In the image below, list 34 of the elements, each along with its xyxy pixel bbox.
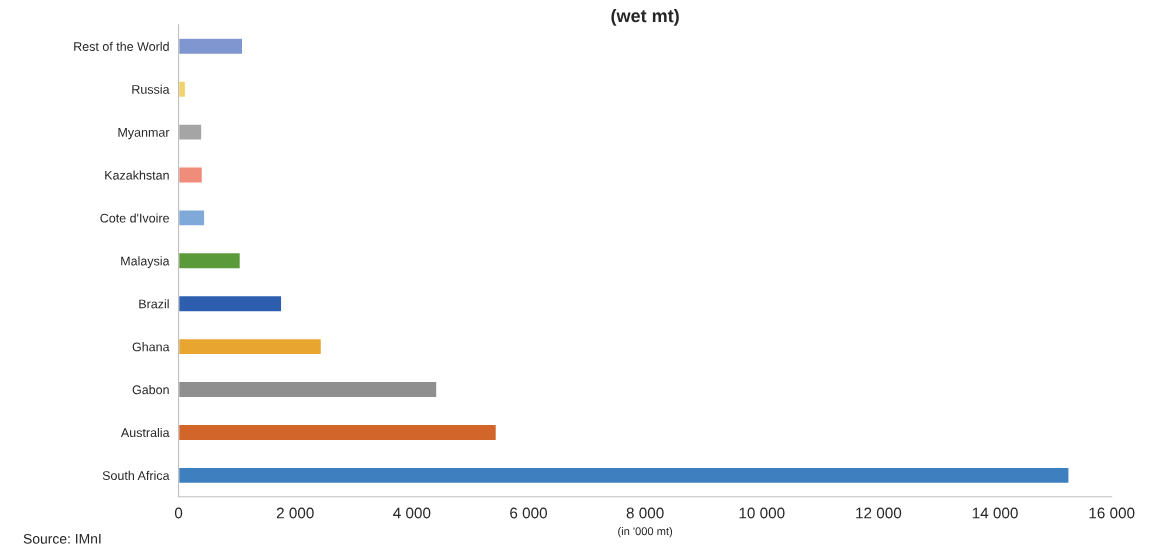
bar (178, 166, 204, 184)
bar (178, 466, 1070, 485)
y-tick-label: Rest of the World (74, 41, 169, 51)
y-tick-label: Kazakhstan (105, 170, 169, 180)
bar (178, 423, 498, 442)
y-tick-label: Gabon (132, 385, 169, 395)
bar (178, 380, 438, 399)
x-axis-title: (in '000 mt) (618, 527, 673, 538)
x-tick-label: 0 (174, 507, 183, 519)
chart-title: (wet mt) (611, 8, 679, 26)
x-tick-label: 8 000 (626, 507, 664, 519)
x-tick-label: 16 000 (1089, 507, 1135, 519)
y-tick-label: Cote d'Ivoire (100, 213, 169, 223)
x-tick-label: 10 000 (739, 507, 785, 519)
source-note: Source: IMnI (23, 533, 101, 544)
x-tick-label: 2 000 (276, 507, 314, 519)
bar (178, 294, 283, 313)
y-tick-label: Ghana (132, 342, 170, 352)
x-tick-label: 4 000 (393, 507, 431, 519)
y-tick-label: Brazil (139, 299, 169, 309)
y-tick-label: Myanmar (118, 128, 170, 140)
bar (178, 209, 206, 227)
bar (178, 337, 323, 356)
x-tick-label: 14 000 (972, 507, 1018, 519)
bar (178, 251, 242, 270)
bar (178, 37, 244, 56)
bar (178, 80, 187, 99)
y-tick-label: Russia (132, 84, 170, 94)
x-tick-label: 6 000 (510, 507, 547, 519)
y-tick-label: South Africa (102, 470, 170, 480)
y-tick-label: Australia (120, 427, 170, 438)
y-tick-label: Malaysia (121, 256, 170, 268)
bar (178, 123, 203, 141)
x-tick-label: 12 000 (856, 507, 902, 519)
